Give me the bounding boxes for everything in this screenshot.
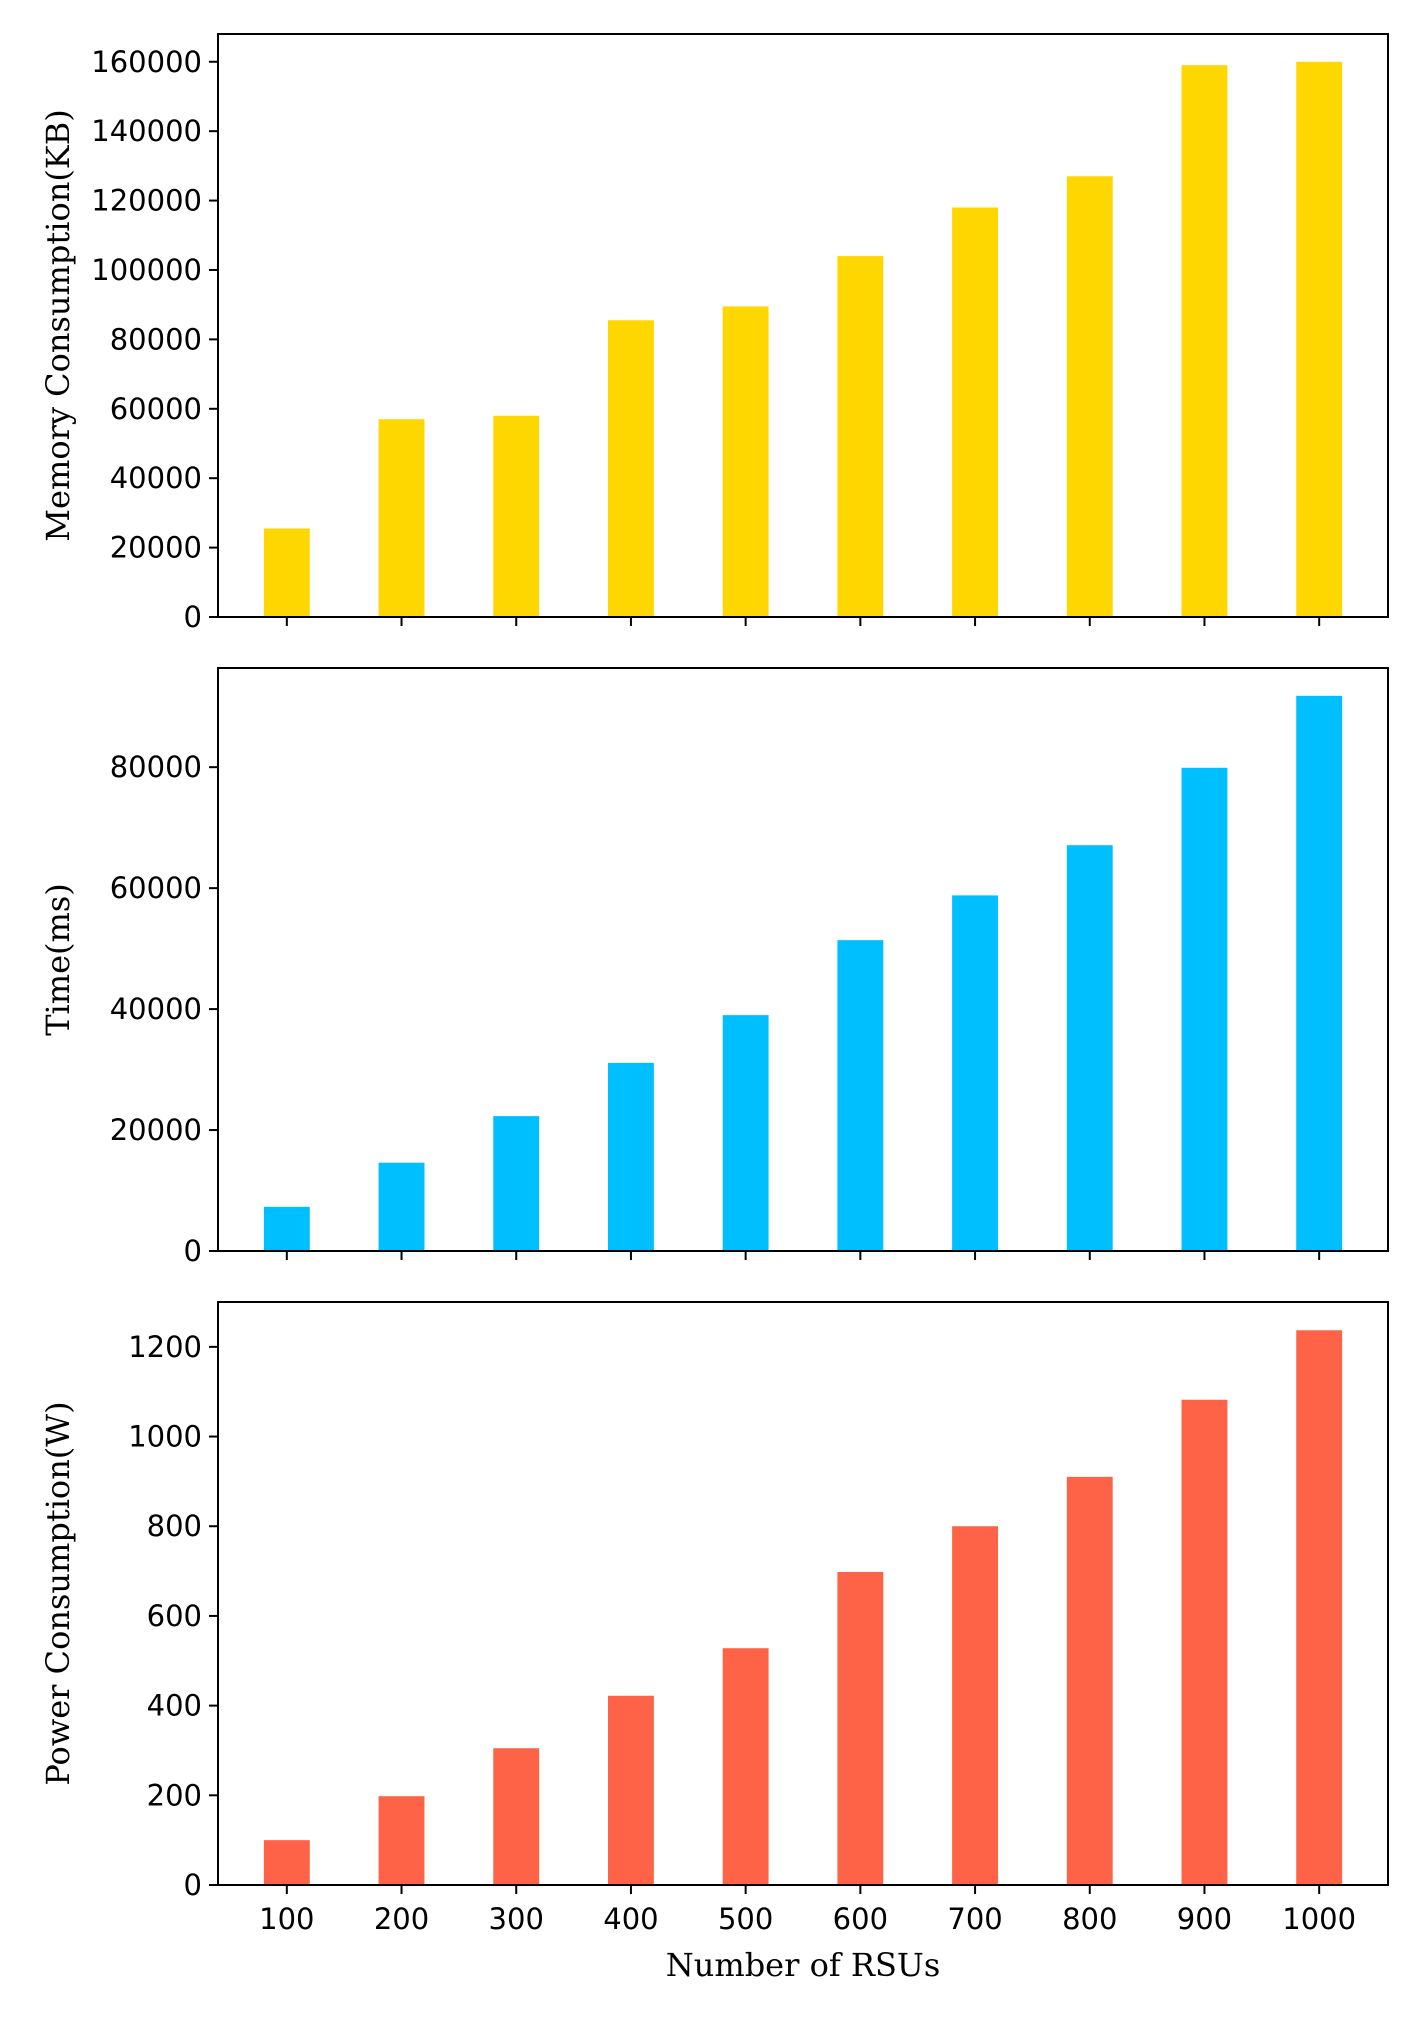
bar-2-100 <box>263 1206 310 1251</box>
x-tick-label: 400 <box>603 1902 658 1936</box>
y-tick-label: 400 <box>147 1689 202 1723</box>
bar-1-100 <box>263 528 310 617</box>
bar-3-200 <box>378 1796 425 1885</box>
bar-2-400 <box>608 1062 654 1251</box>
bar-1-900 <box>1181 65 1228 618</box>
bar-3-100 <box>263 1840 310 1885</box>
y-tick-label: 1000 <box>128 1420 202 1454</box>
y-tick-label: 140000 <box>91 114 202 148</box>
x-tick-label: 100 <box>259 1902 314 1936</box>
bar-1-300 <box>493 415 540 617</box>
y-tick-label: 40000 <box>110 461 202 495</box>
y-tick-label: 40000 <box>110 992 202 1026</box>
bar-3-700 <box>952 1526 998 1885</box>
y-tick-label: 1200 <box>128 1330 202 1364</box>
bar-3-300 <box>493 1748 540 1885</box>
y-tick-label: 0 <box>184 1868 202 1902</box>
bar-2-300 <box>493 1116 540 1251</box>
bar-3-500 <box>722 1648 769 1885</box>
bar-3-900 <box>1181 1399 1228 1885</box>
bar-2-200 <box>378 1162 425 1251</box>
bar-3-800 <box>1066 1476 1113 1885</box>
x-tick-label: 800 <box>1062 1902 1117 1936</box>
bar-1-1000 <box>1296 61 1343 618</box>
y-tick-label: 800 <box>147 1509 202 1543</box>
y-axis-label: Memory Consumption(KB) <box>39 109 77 541</box>
plot-frame-1 <box>217 33 1389 618</box>
y-tick-label: 160000 <box>91 45 202 79</box>
bar-1-500 <box>722 306 769 617</box>
bar-1-700 <box>952 207 998 617</box>
bar-2-900 <box>1181 767 1228 1251</box>
bar-3-1000 <box>1296 1330 1343 1885</box>
bar-2-1000 <box>1296 695 1343 1251</box>
y-axis-label: Time(ms) <box>39 883 77 1036</box>
y-tick-label: 80000 <box>110 322 202 356</box>
y-tick-label: 100000 <box>91 253 202 287</box>
y-tick-label: 120000 <box>91 184 202 218</box>
bar-2-600 <box>837 940 884 1251</box>
x-tick-label: 900 <box>1177 1902 1232 1936</box>
bar-1-400 <box>608 320 654 617</box>
bar-3-600 <box>837 1571 884 1885</box>
y-tick-label: 200 <box>147 1778 202 1812</box>
bar-3-400 <box>608 1695 654 1885</box>
bar-2-500 <box>722 1015 769 1251</box>
y-axis-label: Power Consumption(W) <box>39 1401 77 1785</box>
y-tick-label: 60000 <box>110 392 202 426</box>
plot-frame-3 <box>217 1301 1389 1886</box>
y-tick-label: 20000 <box>110 531 202 565</box>
x-tick-label: 300 <box>489 1902 544 1936</box>
bar-2-800 <box>1066 845 1113 1251</box>
bar-2-700 <box>952 895 998 1251</box>
x-axis-label: Number of RSUs <box>666 1946 941 1984</box>
x-tick-label: 200 <box>374 1902 429 1936</box>
x-tick-label: 600 <box>833 1902 888 1936</box>
y-tick-label: 600 <box>147 1599 202 1633</box>
bar-1-600 <box>837 256 884 617</box>
x-tick-label: 700 <box>947 1902 1002 1936</box>
y-tick-label: 80000 <box>110 750 202 784</box>
x-tick-label: 1000 <box>1282 1902 1356 1936</box>
y-tick-label: 0 <box>184 600 202 634</box>
y-tick-label: 60000 <box>110 871 202 905</box>
plot-frame-2 <box>217 667 1389 1252</box>
y-tick-label: 0 <box>184 1234 202 1268</box>
x-tick-label: 500 <box>718 1902 773 1936</box>
y-tick-label: 20000 <box>110 1113 202 1147</box>
bar-1-200 <box>378 419 425 617</box>
bar-1-800 <box>1066 176 1113 617</box>
